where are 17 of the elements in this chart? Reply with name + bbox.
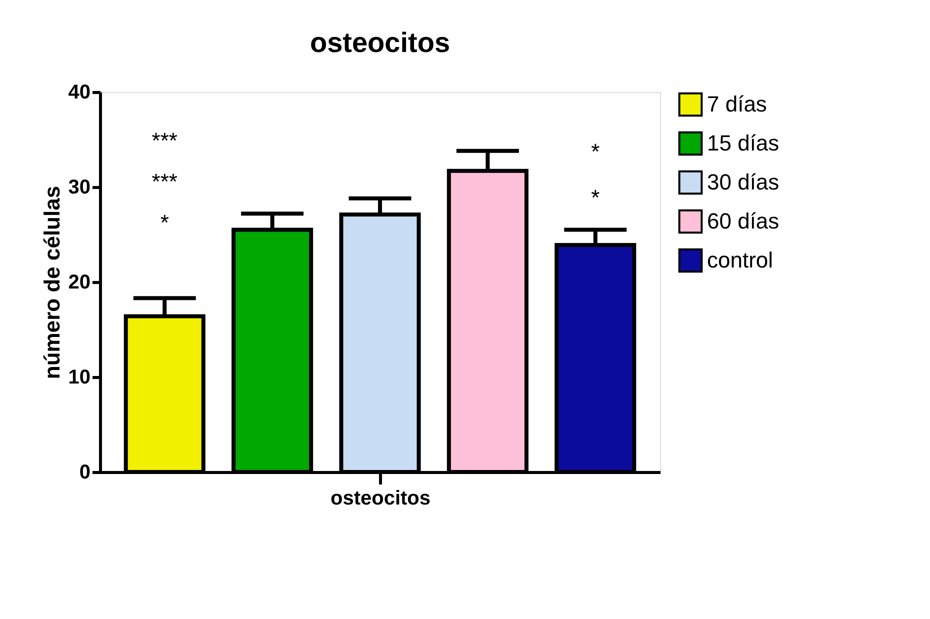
legend-label: 15 días — [707, 130, 780, 156]
y-tick-label: 20 — [68, 272, 90, 294]
legend-label: 7 días — [707, 92, 767, 116]
y-tick-label: 0 — [79, 462, 90, 484]
annotation: * — [591, 139, 600, 164]
annotation: *** — [152, 128, 178, 153]
legend-label: 60 días — [707, 208, 780, 234]
y-tick-label: 40 — [68, 82, 90, 104]
legend-label: control — [707, 248, 774, 272]
annotation: * — [591, 185, 600, 210]
annotation: * — [160, 210, 170, 235]
y-tick-label: 10 — [68, 366, 90, 388]
annotation: *** — [152, 169, 178, 194]
chart-title: osteocitos — [310, 27, 450, 58]
y-tick-label: 30 — [68, 176, 90, 198]
y-axis-title: número de células — [39, 186, 64, 380]
legend-label: 30 días — [707, 170, 780, 194]
